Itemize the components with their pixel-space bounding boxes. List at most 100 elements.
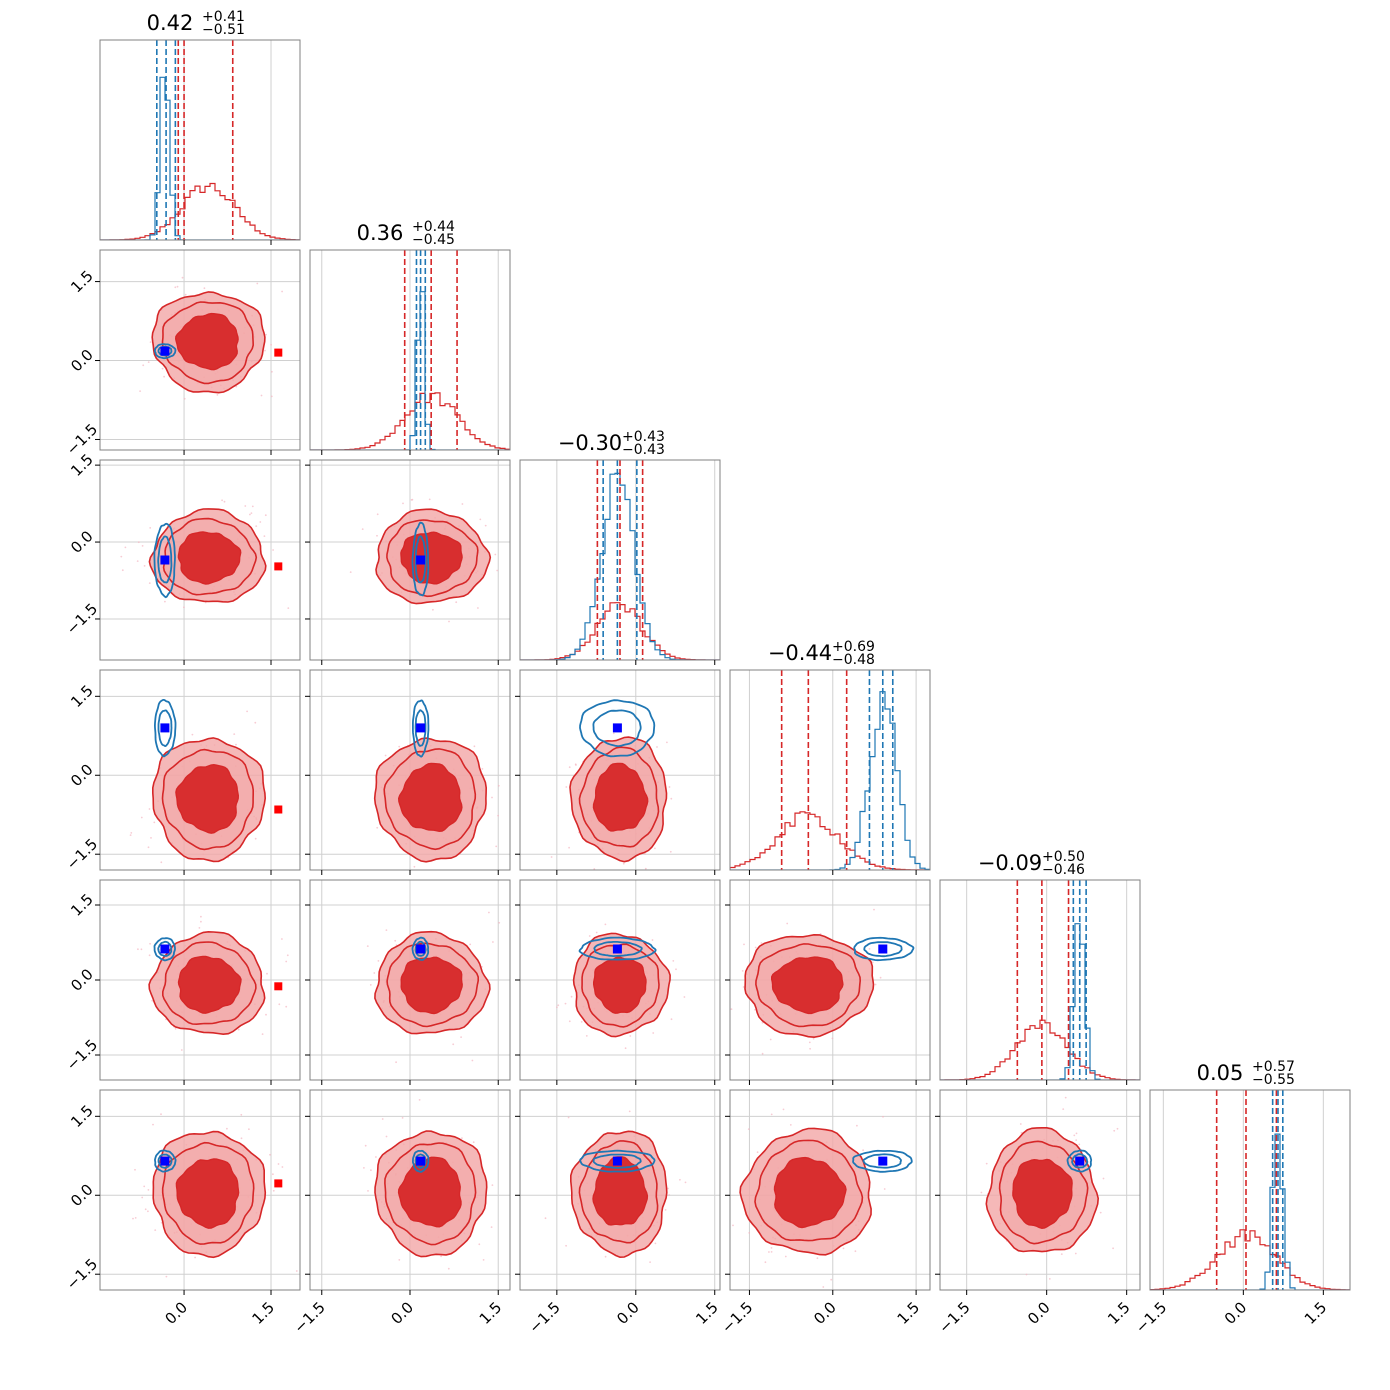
panel-5-4: −1.5 0.0 1.5 [935, 1089, 1141, 1337]
sample-point-4-3-25 [873, 908, 875, 911]
truth-primary-4-2-3 [1152, 986, 1160, 994]
sample-point-1-0-59 [216, 394, 219, 396]
sample-point-3-2-69 [550, 856, 553, 858]
ytick-label-5-2: 1.5 [67, 1102, 97, 1132]
contour-secondary-outer-1-0 [154, 343, 177, 360]
sample-point-5-0-25 [194, 1256, 197, 1259]
panel-frame-5-0 [99, 1089, 301, 1291]
truth-primary-3-1-2 [736, 826, 744, 834]
sample-point-5-0-27 [165, 1275, 168, 1278]
sample-point-5-2-35 [628, 1110, 631, 1113]
sample-point-4-2-50 [651, 939, 654, 941]
sample-point-5-3-52 [770, 1247, 773, 1249]
sample-point-2-0-22 [221, 499, 224, 502]
sample-point-4-1-33 [377, 960, 380, 962]
ytick-label-5-1: 0.0 [67, 1180, 97, 1210]
sample-point-2-0-29 [141, 545, 144, 547]
sample-point-3-0-73 [254, 837, 257, 840]
sample-point-2-0-13 [149, 527, 152, 529]
sample-point-2-1-62 [496, 569, 499, 572]
panel-frame-5-3 [729, 1089, 931, 1291]
sample-point-2-0-14 [121, 569, 124, 572]
truth-primary-3-0-0 [274, 805, 283, 814]
sample-point-5-1-36 [370, 1169, 372, 1172]
sample-point-5-4-76 [1113, 1129, 1116, 1132]
sample-point-2-1-23 [455, 601, 458, 604]
sample-point-4-0-56 [285, 960, 288, 963]
title-median-1: 0.36 [357, 221, 404, 245]
sample-point-5-4-77 [1020, 1131, 1023, 1134]
sample-point-4-2-52 [588, 935, 591, 937]
truth-secondary-5-4 [1075, 1156, 1085, 1166]
sample-point-2-0-64 [250, 512, 253, 514]
truth-primary-3-1-0 [710, 806, 718, 814]
sample-point-4-1-35 [492, 941, 494, 943]
xtick-label-5-1: 0.0 [1221, 1298, 1251, 1328]
truth-secondary-4-1 [416, 944, 426, 954]
truth-primary-3-1-3 [755, 791, 763, 799]
sample-point-2-0-10 [244, 505, 247, 507]
hist-primary-4 [940, 1019, 1140, 1080]
truth-primary-2-1-0 [710, 562, 718, 570]
truth-primary-3-2-2 [1135, 826, 1143, 834]
panel-0-0: 0.42 +0.41−0.51 [99, 9, 301, 245]
sample-point-5-3-70 [770, 1113, 773, 1116]
sample-point-4-0-73 [261, 1033, 264, 1035]
sample-point-5-4-46 [1112, 1247, 1114, 1250]
truth-primary-5-2-1 [1135, 1182, 1143, 1190]
truth-primary-2-0-1 [301, 565, 309, 573]
sample-point-3-0-14 [140, 816, 143, 819]
sample-point-5-3-27 [842, 1247, 845, 1250]
sample-point-5-1-35 [418, 1099, 421, 1101]
sample-point-1-0-21 [270, 343, 272, 346]
truth-primary-4-1-0 [710, 982, 718, 990]
sample-point-2-1-89 [376, 534, 378, 537]
xtick-label-0-0: 0.0 [162, 1298, 192, 1328]
sample-point-4-1-34 [366, 945, 369, 947]
sample-point-5-2-46 [667, 1187, 669, 1190]
sample-point-3-1-29 [426, 875, 428, 877]
ytick-label-1-1: 0.0 [67, 346, 97, 376]
contour-secondary-inner-5-0 [157, 1153, 173, 1169]
contour-secondary-inner-4-2 [593, 941, 643, 958]
panel-3-0: −1.50.01.5 [63, 669, 310, 875]
truth-primary-5-0-0 [274, 1179, 283, 1188]
sample-point-5-3-10 [883, 1188, 886, 1190]
sample-point-5-4-71 [1078, 1143, 1081, 1146]
hist-secondary-4 [940, 923, 1140, 1080]
sample-point-3-1-58 [391, 874, 393, 876]
xtick-label-3-0: −1.5 [718, 1298, 756, 1336]
sample-point-3-0-16 [222, 872, 224, 874]
sample-point-3-1-80 [376, 826, 379, 829]
sample-point-3-2-86 [658, 874, 660, 876]
contour-primary-inner-4-0 [177, 955, 242, 1014]
sample-point-5-0-52 [154, 1229, 157, 1231]
sample-point-5-0-38 [269, 1153, 271, 1156]
sample-point-3-1-4 [491, 796, 493, 799]
sample-point-1-0-24 [271, 370, 273, 373]
sample-point-5-4-48 [1075, 1139, 1078, 1141]
contour-secondary-inner-5-3 [862, 1153, 902, 1169]
truth-secondary-4-2 [612, 944, 622, 954]
sample-point-5-3-35 [747, 1128, 750, 1130]
contour-secondary-outer-5-1 [412, 1149, 430, 1173]
title-median-3: −0.44 [768, 641, 832, 665]
sample-point-1-0-7 [147, 361, 150, 363]
sample-point-5-3-40 [764, 1261, 767, 1264]
truth-primary-5-2-3 [1152, 1193, 1160, 1201]
panel-frame-2-0 [99, 459, 301, 661]
title-median-4: −0.09 [978, 851, 1042, 875]
truth-primary-3-0-1 [302, 806, 310, 814]
sample-point-3-0-7 [150, 837, 152, 839]
truth-primary-1-0-3 [324, 316, 332, 324]
hist-secondary-3 [730, 691, 930, 870]
sample-point-5-0-34 [144, 1208, 147, 1211]
sample-point-5-3-79 [830, 1278, 833, 1281]
sample-point-3-2-53 [618, 872, 620, 874]
sample-point-5-3-84 [854, 1250, 857, 1253]
sample-point-4-0-41 [151, 999, 154, 1002]
contour-secondary-inner-3-1 [414, 709, 427, 747]
panel-1-1: 0.36 +0.44−0.45 [309, 219, 511, 455]
sample-point-4-3-15 [809, 1047, 811, 1050]
contour-secondary-outer-2-1 [411, 521, 430, 597]
